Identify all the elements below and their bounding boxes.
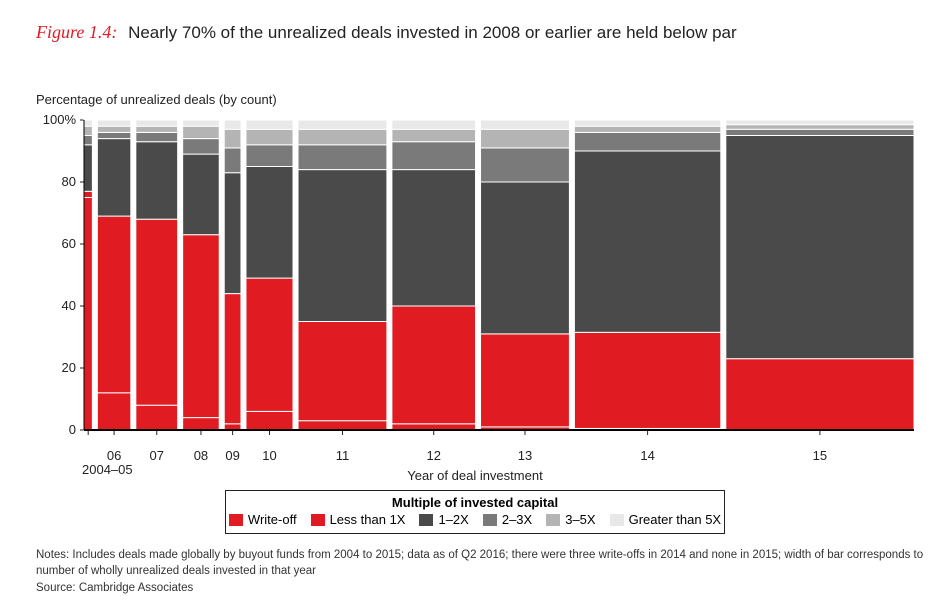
svg-text:0: 0	[69, 422, 76, 437]
figure-label: Figure 1.4:	[36, 22, 117, 42]
legend-title: Multiple of invested capital	[236, 495, 714, 510]
x-tick-label: 08	[194, 448, 208, 463]
svg-text:60: 60	[62, 236, 76, 251]
chart-notes: Notes: Includes deals made globally by b…	[36, 548, 936, 597]
x-tick-label: 10	[262, 448, 276, 463]
y-axis-label: Percentage of unrealized deals (by count…	[36, 92, 277, 107]
legend-swatch	[483, 514, 497, 526]
source-text: Source: Cambridge Associates	[36, 581, 936, 597]
legend-item: Less than 1X	[311, 512, 406, 527]
x-tick-label: 06	[107, 448, 121, 463]
x-tick-label: 11	[336, 448, 350, 463]
legend-item: Greater than 5X	[610, 512, 722, 527]
svg-text:80: 80	[62, 174, 76, 189]
svg-text:100%: 100%	[43, 112, 77, 127]
legend-swatch	[419, 514, 433, 526]
svg-text:20: 20	[62, 360, 76, 375]
legend-label: 2–3X	[502, 512, 532, 527]
x-tick-label: 09	[225, 448, 239, 463]
legend-item: Write-off	[229, 512, 297, 527]
x-tick-label: 12	[426, 448, 440, 463]
legend-swatch	[546, 514, 560, 526]
notes-text: Notes: Includes deals made globally by b…	[36, 548, 936, 579]
stacked-bar-chart: 0 20 40 60 80 100%	[36, 112, 914, 442]
legend-swatch	[229, 514, 243, 526]
legend-label: 1–2X	[438, 512, 468, 527]
legend: Multiple of invested capital Write-off Le…	[225, 490, 725, 534]
x-axis-title: Year of deal investment	[0, 468, 950, 483]
x-tick-label: 07	[150, 448, 164, 463]
legend-items: Write-offLess than 1X1–2X2–3X3–5XGreater…	[236, 512, 714, 527]
svg-text:40: 40	[62, 298, 76, 313]
legend-swatch	[311, 514, 325, 526]
x-tick-label: 15	[813, 448, 827, 463]
legend-item: 2–3X	[483, 512, 532, 527]
chart-area: 0 20 40 60 80 100%	[36, 112, 914, 442]
figure-title-text: Nearly 70% of the unrealized deals inves…	[128, 23, 737, 42]
legend-label: Greater than 5X	[629, 512, 722, 527]
x-tick-label: 14	[640, 448, 654, 463]
legend-label: 3–5X	[565, 512, 595, 527]
legend-label: Less than 1X	[330, 512, 406, 527]
legend-item: 3–5X	[546, 512, 595, 527]
legend-label: Write-off	[248, 512, 297, 527]
legend-item: 1–2X	[419, 512, 468, 527]
legend-swatch	[610, 514, 624, 526]
x-tick-label: 13	[518, 448, 532, 463]
x-axis-tick-labels: 2004–0506070809101112131415	[36, 448, 914, 468]
figure-title: Figure 1.4: Nearly 70% of the unrealized…	[36, 22, 737, 43]
